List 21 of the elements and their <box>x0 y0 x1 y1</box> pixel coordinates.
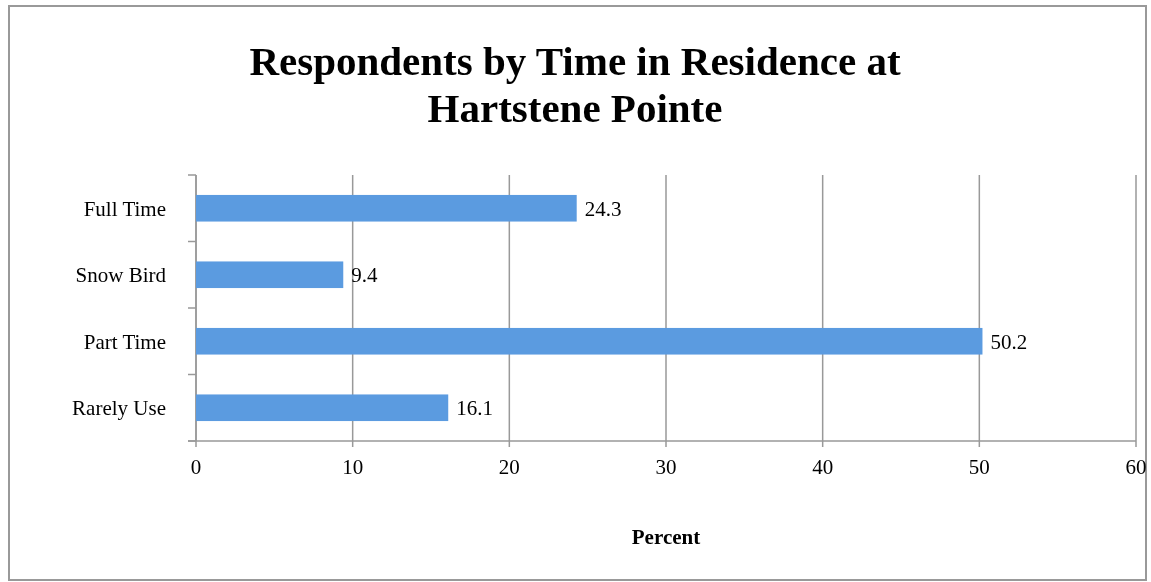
x-tick-label: 50 <box>968 455 990 479</box>
bar <box>196 394 449 422</box>
y-tick-label: Part Time <box>83 329 166 354</box>
x-tick-label: 10 <box>342 455 364 479</box>
chart-title: Respondents by Time in Residence at Hartstene Pointe <box>249 38 901 131</box>
data-label: 16.1 <box>456 396 493 421</box>
y-tick-label: Rarely Use <box>72 396 166 421</box>
x-tick-label: 60 <box>1125 455 1147 479</box>
y-tick-label: Full Time <box>83 196 166 221</box>
data-label: 24.3 <box>584 196 622 221</box>
bar <box>196 194 577 222</box>
bar <box>196 327 983 355</box>
x-tick-label: 40 <box>812 455 834 479</box>
y-tick-label: Snow Bird <box>75 263 167 288</box>
x-axis-title: Percent <box>631 525 701 549</box>
x-tick-label: 20 <box>498 455 520 479</box>
data-label: 9.4 <box>351 263 379 288</box>
x-tick-label: 30 <box>655 455 677 479</box>
bar <box>196 261 344 289</box>
x-tick-label: 0 <box>190 455 202 479</box>
data-label: 50.2 <box>990 329 1028 354</box>
